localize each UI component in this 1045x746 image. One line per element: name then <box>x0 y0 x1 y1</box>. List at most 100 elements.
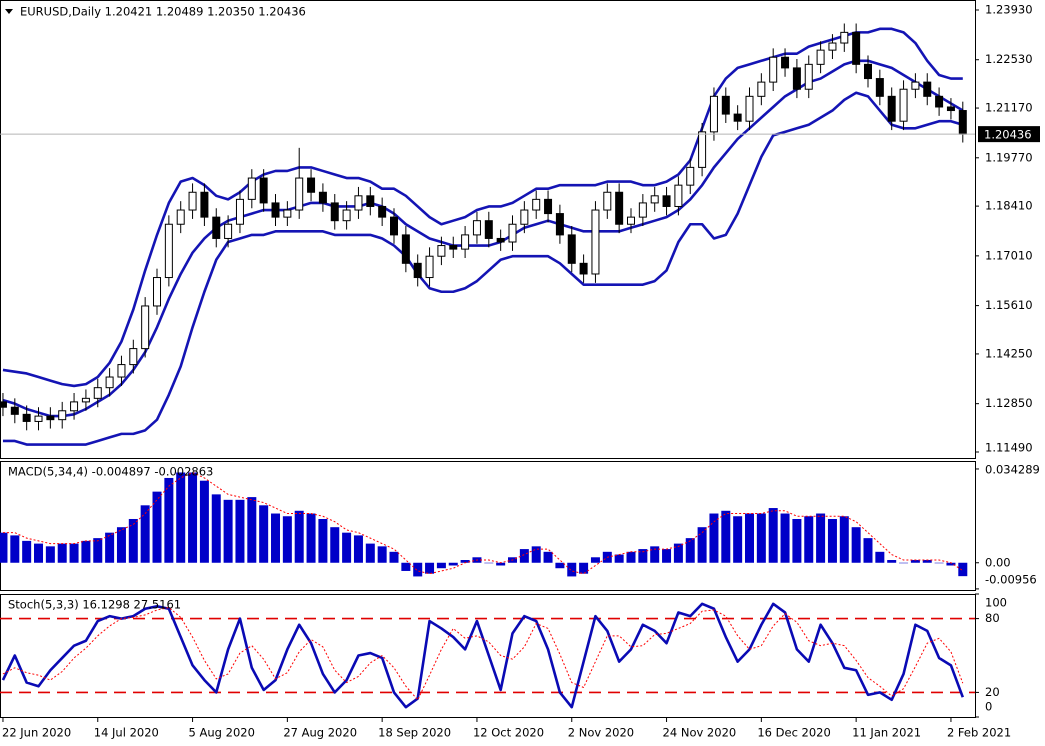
macd-bar <box>496 562 506 566</box>
candle-body <box>686 166 695 186</box>
candle-body <box>508 223 517 243</box>
candle-body <box>638 202 647 218</box>
macd-bar <box>827 518 837 563</box>
candle-body <box>318 191 327 204</box>
panel-frame <box>0 594 976 718</box>
macd-bar <box>946 562 956 566</box>
candle-body <box>472 220 481 236</box>
macd-bar <box>863 538 873 563</box>
macd-bar <box>199 480 209 563</box>
x-tick-label: 11 Jan 2021 <box>852 726 921 740</box>
candle-body <box>627 216 636 225</box>
macd-bar <box>116 527 126 563</box>
macd-bar <box>448 562 458 566</box>
candle-body <box>745 95 754 122</box>
stochastic-line <box>1 602 965 709</box>
candle-body <box>307 177 316 193</box>
candle-body <box>875 78 884 97</box>
y-tick-label: 1.14250 <box>985 346 1033 360</box>
menu-triangle[interactable] <box>5 9 13 14</box>
candle-body <box>579 262 588 275</box>
y-tick-label: 80 <box>985 611 1000 625</box>
macd-bar <box>176 472 186 563</box>
macd-bar <box>768 508 778 563</box>
candle-body <box>662 195 671 207</box>
macd-bar <box>10 535 20 563</box>
macd-bar <box>484 562 494 564</box>
y-tick-label: -0.00956 <box>985 573 1037 587</box>
candle-body <box>721 95 730 115</box>
candle-body <box>283 209 292 218</box>
y-tick-label: 20 <box>985 685 1000 699</box>
macd-bar <box>377 546 387 563</box>
candle-body <box>792 67 801 90</box>
macd-bar <box>733 516 743 563</box>
macd-bar <box>899 562 909 564</box>
macd-bar <box>425 562 435 574</box>
candle-body <box>22 413 31 422</box>
macd-bar <box>650 546 660 563</box>
macd-bar <box>460 560 470 563</box>
macd-bar <box>804 516 814 563</box>
macd-bar <box>555 562 565 569</box>
macd-bar <box>816 513 826 563</box>
signal-line <box>2 471 964 575</box>
candle-body <box>413 262 422 279</box>
macd-bar <box>45 546 55 563</box>
candle-body <box>840 31 849 44</box>
panel-title: EURUSD,Daily 1.20421 1.20489 1.20350 1.2… <box>20 5 306 19</box>
panel-title: MACD(5,34,4) -0.004897 -0.002863 <box>8 465 213 479</box>
macd-bar <box>614 554 624 563</box>
candle-body <box>603 191 612 211</box>
candle-body <box>141 305 150 350</box>
x-tick-label: 18 Sep 2020 <box>378 726 451 740</box>
x-tick-label: 22 Jun 2020 <box>2 726 71 740</box>
candle-body <box>390 216 399 236</box>
macd-bar <box>934 562 944 564</box>
bollinger-band <box>2 27 963 388</box>
macd-bar <box>93 538 103 563</box>
candle-body <box>164 223 173 279</box>
candle-body <box>129 348 138 366</box>
panel-frame <box>0 461 976 591</box>
x-tick-label: 27 Aug 2020 <box>283 726 357 740</box>
x-tick-label: 2 Feb 2021 <box>947 726 1011 740</box>
macd-bar <box>188 472 198 563</box>
macd-bar <box>579 562 589 574</box>
candle-body <box>769 56 778 83</box>
macd-bar <box>543 551 553 563</box>
candle-body <box>366 195 375 207</box>
candle-body <box>378 205 387 218</box>
last-price-box <box>978 126 1040 143</box>
candle-body <box>461 234 470 250</box>
candle-body <box>212 216 221 239</box>
x-tick-label: 2 Nov 2020 <box>568 726 634 740</box>
candle-body <box>698 131 707 168</box>
macd-bar <box>164 477 174 563</box>
macd-bar <box>235 499 245 563</box>
candle-body <box>852 31 861 65</box>
candle-body <box>200 191 209 218</box>
macd-bar <box>365 543 375 563</box>
macd-bar <box>401 562 411 571</box>
candle-body <box>591 209 600 275</box>
macd-bar <box>662 549 672 563</box>
candle-body <box>153 277 162 307</box>
macd-bar <box>721 510 731 563</box>
macd-bar <box>223 499 233 563</box>
y-tick-label: 1.23930 <box>985 2 1033 16</box>
macd-bar <box>211 494 221 563</box>
candle-body <box>259 177 268 204</box>
candle-body <box>235 198 244 225</box>
candle-body <box>946 106 955 112</box>
candle-body <box>828 42 837 51</box>
macd-bar <box>910 560 920 563</box>
macd-bar <box>353 535 363 563</box>
macd-bar <box>839 516 849 563</box>
candle-body <box>804 63 813 90</box>
y-tick-label: 1.18410 <box>985 199 1033 213</box>
y-tick-label: 1.22530 <box>985 52 1033 66</box>
y-tick-label: 1.12850 <box>985 396 1033 410</box>
